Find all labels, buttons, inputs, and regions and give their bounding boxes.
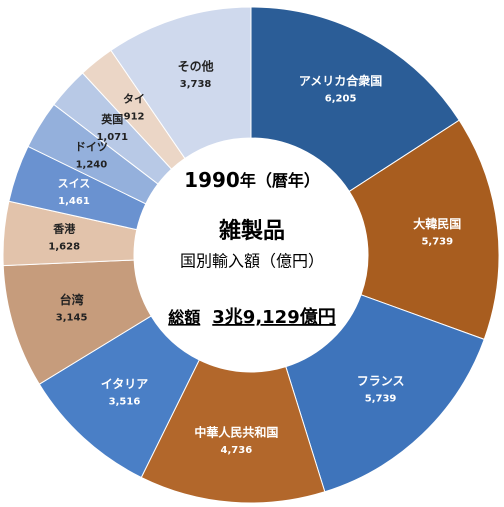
value-label: 4,736	[221, 445, 253, 456]
value-label: 5,739	[421, 237, 453, 248]
slice-label: 台湾	[60, 292, 84, 307]
slice-label: 大韓民国	[413, 216, 461, 231]
slice-label: フランス	[357, 374, 405, 388]
value-label: 1,628	[48, 242, 80, 253]
slice-label: タイ	[123, 92, 145, 105]
value-label: 3,738	[180, 79, 212, 90]
slice-label: イタリア	[101, 377, 149, 391]
total-value: 3兆9,129億円	[212, 306, 335, 328]
center-year-line: 1990年（暦年）	[184, 168, 320, 192]
value-label: 3,516	[109, 396, 141, 407]
wedge	[250, 6, 460, 193]
value-label: 1,240	[76, 160, 108, 171]
center-total: 総額 3兆9,129億円	[168, 306, 335, 328]
center-year-suffix: 年（暦年）	[240, 171, 320, 190]
value-label: 1,071	[96, 132, 128, 143]
slice-label: 英国	[100, 112, 123, 126]
slice-label: ドイツ	[75, 141, 108, 154]
value-label: 3,145	[56, 313, 88, 324]
wedge	[348, 119, 500, 341]
wedge	[285, 294, 485, 493]
center-subtitle: 国別輸入額（億円）	[180, 252, 324, 271]
wedge	[140, 359, 326, 504]
slice-label: アメリカ合衆国	[299, 73, 382, 88]
wedges	[2, 6, 500, 504]
center-year: 1990	[184, 168, 240, 192]
slice-label: その他	[178, 58, 214, 73]
center-title: 雑製品	[218, 218, 285, 244]
value-label: 912	[124, 111, 145, 122]
value-label: 1,461	[58, 196, 90, 207]
slice-label: スイス	[58, 177, 91, 190]
value-label: 6,205	[325, 93, 357, 104]
slice-label: 中華人民共和国	[194, 424, 278, 439]
value-label: 5,739	[365, 394, 397, 405]
total-label: 総額	[168, 308, 200, 327]
wedge	[110, 6, 252, 160]
slice-label: 香港	[52, 222, 76, 236]
